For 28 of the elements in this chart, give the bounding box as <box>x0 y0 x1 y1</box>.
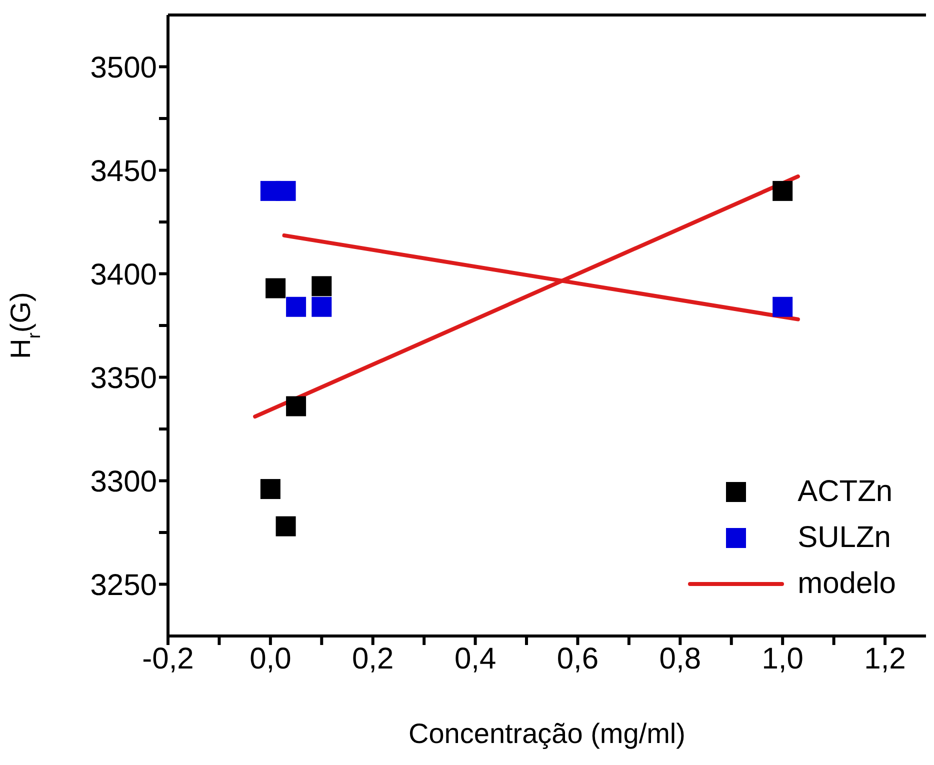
x-tick-label: 0,0 <box>250 642 292 676</box>
point <box>772 180 793 201</box>
legend-label: ACTZn <box>798 474 893 510</box>
y-tick-label: 3300 <box>90 465 157 498</box>
y-tick-label: 3350 <box>90 362 157 395</box>
y-tick-label: 3400 <box>90 258 157 292</box>
point <box>276 180 296 201</box>
point <box>772 296 793 317</box>
x-tick-label: -0,2 <box>142 642 194 676</box>
point <box>266 278 286 298</box>
x-axis-title: Concentração (mg/ml) <box>408 718 686 749</box>
y-tick-label: 3500 <box>90 51 157 84</box>
legend-label: modelo <box>798 566 896 602</box>
point <box>286 296 306 317</box>
x-tick-label: 1,2 <box>864 642 906 676</box>
x-tick-label: 0,6 <box>556 642 599 676</box>
x-tick-label: 0,4 <box>454 642 496 676</box>
point <box>286 396 306 416</box>
legend-label: SULZn <box>798 520 891 556</box>
y-tick-label: 3250 <box>90 568 157 602</box>
point <box>276 516 296 536</box>
point <box>312 276 332 296</box>
point <box>260 479 280 500</box>
point <box>312 296 332 317</box>
y-tick-label: 3450 <box>90 154 157 188</box>
x-tick-label: 0,8 <box>659 642 702 676</box>
x-tick-label: 1,0 <box>762 642 804 676</box>
x-tick-label: 0,2 <box>352 642 394 676</box>
